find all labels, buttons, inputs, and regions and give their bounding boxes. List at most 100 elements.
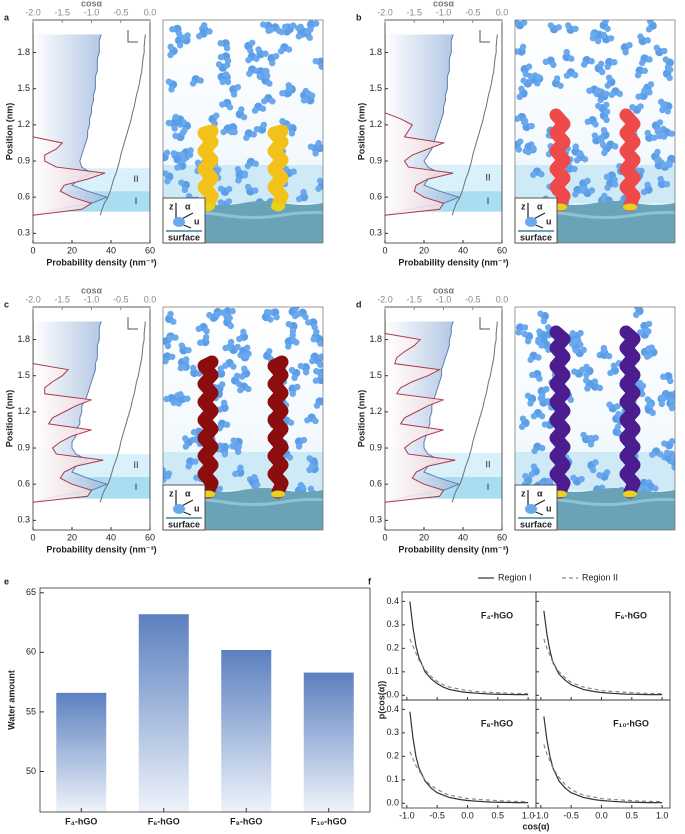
atom [306, 34, 313, 41]
atom [649, 409, 656, 417]
water-molecule [660, 101, 673, 115]
atom [288, 130, 296, 137]
atom [656, 119, 664, 126]
atom [652, 485, 659, 492]
y-axis-title: Position (nm) [356, 103, 366, 161]
atom [215, 61, 223, 68]
y-tick-label: 0.1 [386, 774, 399, 784]
atom [672, 389, 675, 397]
panel-label: f [368, 576, 372, 586]
x2-axis-title: cosα [81, 285, 103, 295]
atom [664, 108, 671, 115]
x2-tick-label: -1.5 [54, 294, 70, 304]
atom [186, 151, 194, 159]
water-molecule [294, 436, 308, 450]
atom [272, 52, 280, 60]
atom [312, 417, 319, 425]
atom [302, 369, 310, 376]
water-molecule [230, 437, 243, 451]
atom [522, 147, 529, 155]
atom [612, 143, 619, 150]
subplot-title: F₈-hGO [481, 718, 513, 728]
water-molecule [584, 116, 599, 128]
atom [281, 23, 289, 31]
water-molecule [163, 149, 171, 162]
water-molecule [587, 459, 599, 474]
atom [317, 361, 323, 368]
atom [541, 421, 549, 428]
y-tick-label: 0.6 [369, 192, 382, 202]
atom [578, 475, 585, 483]
atom [185, 463, 192, 470]
atom [236, 335, 243, 343]
atom [289, 390, 296, 397]
atom [539, 444, 546, 452]
water-molecule [164, 310, 177, 325]
atom [163, 358, 169, 365]
y-tick-label: 0.3 [386, 727, 399, 737]
atom [224, 57, 232, 65]
water-molecule [608, 87, 624, 98]
atom [297, 23, 304, 30]
atom [244, 344, 251, 351]
atom [240, 328, 247, 336]
atom [234, 84, 242, 91]
atom [596, 472, 603, 479]
atom [607, 369, 614, 377]
atom [660, 101, 667, 108]
atom [294, 311, 302, 318]
atom [216, 485, 224, 493]
atom [568, 55, 575, 62]
atom [601, 149, 608, 157]
atom [638, 59, 646, 67]
atom [261, 97, 268, 105]
atom [277, 47, 285, 55]
y-tick-label: 1.5 [369, 370, 382, 380]
atom [517, 138, 524, 145]
peptide [549, 325, 571, 499]
atom [580, 346, 587, 354]
atom [225, 185, 233, 193]
peptide [197, 355, 219, 499]
atom [219, 101, 226, 108]
water-molecule [178, 342, 192, 355]
atom [606, 401, 613, 408]
atom [603, 101, 610, 109]
water-molecule [312, 57, 323, 70]
atom [167, 335, 174, 342]
atom [604, 82, 611, 89]
water-molecule [604, 74, 616, 89]
inset-label: α [185, 488, 191, 498]
atom [645, 345, 652, 352]
atom [175, 30, 183, 37]
atom [237, 464, 244, 471]
atom [604, 25, 611, 32]
x-tick-label: F₆-hGO [148, 816, 180, 826]
atom [290, 168, 297, 175]
atom [244, 183, 252, 191]
atom [288, 366, 296, 374]
water-molecule [644, 401, 656, 417]
atom [242, 352, 249, 359]
atom [522, 70, 530, 78]
atom [577, 150, 584, 157]
water-molecule [235, 106, 248, 121]
y-axis-title: p(cos(α)) [376, 681, 386, 720]
profile-line [385, 321, 461, 503]
atom [263, 308, 271, 316]
subplot-title: F₄-hGO [481, 610, 513, 620]
atom [537, 310, 544, 317]
atom [244, 162, 252, 170]
atom [584, 177, 591, 185]
atom [266, 348, 273, 355]
atom [163, 466, 166, 474]
region-label: I [135, 196, 138, 206]
water-molecule [267, 52, 280, 67]
atom [221, 451, 229, 458]
atom [644, 37, 651, 44]
x-axis-title: Probability density (nm⁻³) [398, 544, 508, 554]
water-molecule [284, 337, 298, 350]
subplot-title: F₁₀-hGO [613, 718, 649, 728]
atom [527, 400, 534, 407]
